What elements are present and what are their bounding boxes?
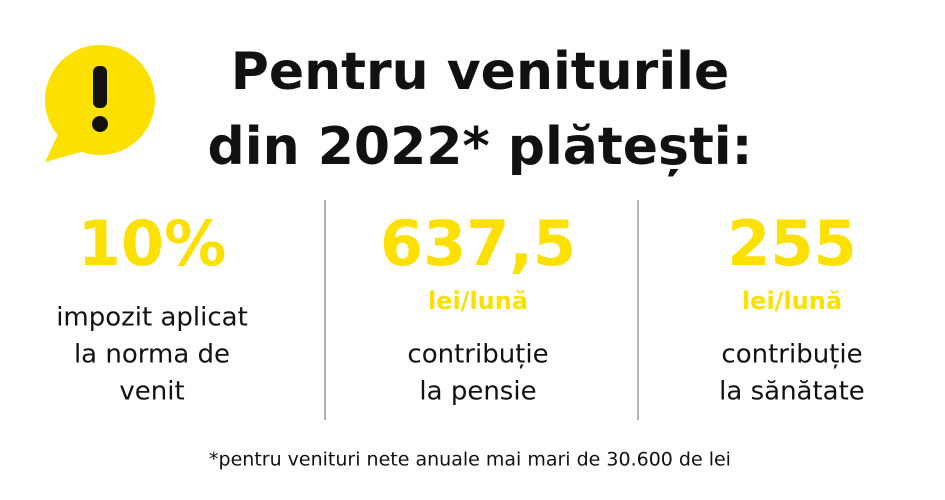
big-value: 255 — [727, 207, 856, 280]
description: la norma de — [74, 340, 230, 370]
description: la sănătate — [719, 377, 865, 407]
description: la pensie — [419, 377, 536, 407]
title-line: din 2022* plătești: — [208, 117, 753, 177]
footnote: *pentru venituri nete anuale mai mari de… — [209, 449, 731, 471]
unit: lei/lună — [742, 287, 842, 315]
title-line: Pentru veniturile — [231, 42, 729, 102]
big-value: 10% — [78, 207, 226, 280]
description: contribuție — [721, 340, 862, 370]
description: contribuție — [407, 340, 548, 370]
description: impozit aplicat — [56, 303, 248, 333]
big-value: 637,5 — [380, 207, 576, 280]
unit: lei/lună — [428, 287, 528, 315]
alert-icon — [45, 45, 155, 162]
description: venit — [119, 377, 184, 407]
columns: 10% impozit aplicat la norma de venit 637,5 l… — [56, 207, 865, 406]
